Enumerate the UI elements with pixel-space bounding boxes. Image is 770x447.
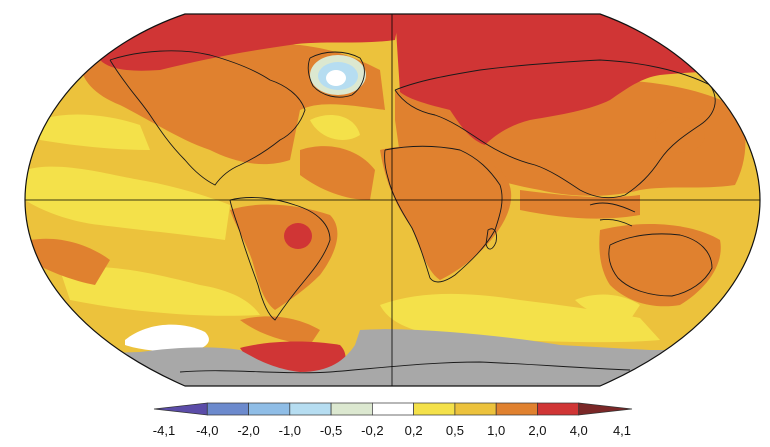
anomaly-region-neutral <box>125 324 209 352</box>
graticule <box>25 14 760 386</box>
color-legend: -4,1 -4,0 -2,0 -1,0 -0,5 -0,2 0,2 0,5 1,0 2,0 4,0 4… <box>152 402 634 442</box>
legend-swatch <box>372 402 414 416</box>
coastlines <box>109 50 716 374</box>
legend-tick-label: 0,2 <box>405 423 423 438</box>
legend-tick-label: 0,5 <box>446 423 464 438</box>
coastline-madagascar <box>485 228 497 250</box>
map-canvas <box>24 13 761 387</box>
anomaly-region-low <box>575 294 640 320</box>
legend-tick-label: 2,0 <box>528 423 546 438</box>
anomaly-region-neutral <box>326 70 346 86</box>
legend-bar: -4,1 -4,0 -2,0 -1,0 -0,5 -0,2 0,2 0,5 1,0 2,0 4,0 4… <box>153 402 633 438</box>
anomaly-region-low <box>380 293 660 343</box>
legend-swatch <box>248 402 291 416</box>
coastline-north-america <box>109 50 306 186</box>
anomaly-region-mid <box>240 316 320 345</box>
coastline-greenland <box>307 51 365 98</box>
anomaly-region-low <box>60 266 260 316</box>
legend-swatch <box>537 402 580 416</box>
anomaly-region-mid <box>599 224 721 307</box>
coastline-europe-asia <box>394 59 716 199</box>
anomaly-region-high <box>100 14 400 71</box>
anomaly-region-mid <box>300 146 375 200</box>
legend-tick-label: -4,0 <box>196 423 218 438</box>
anomaly-region-low <box>25 166 230 240</box>
map-layers <box>25 14 760 386</box>
legend-tick-label: -0,5 <box>320 423 342 438</box>
coastline-australia <box>608 233 713 297</box>
coastline-south-america <box>229 197 331 321</box>
legend-swatch <box>413 402 456 416</box>
anomaly-region-mid <box>30 238 110 285</box>
anomaly-region-mid <box>655 117 705 153</box>
anomaly-region-high <box>395 14 745 145</box>
anomaly-region-mid <box>380 146 512 280</box>
legend-tick-label: 4,0 <box>570 423 588 438</box>
anomaly-region-mid <box>520 190 640 219</box>
legend-swatch <box>330 402 373 416</box>
legend-tick-label: 1,0 <box>487 423 505 438</box>
legend-swatch <box>153 402 208 416</box>
legend-tick-label: 4,1 <box>613 423 631 438</box>
anomaly-region-high <box>284 223 312 249</box>
legend-tick-label: -2,0 <box>237 423 259 438</box>
anomaly-region-low <box>310 115 360 140</box>
coastline-africa <box>384 145 503 283</box>
legend-swatch <box>454 402 497 416</box>
anomaly-region-low <box>40 114 150 150</box>
legend-swatch <box>578 402 633 416</box>
temperature-anomaly-map <box>24 13 761 387</box>
coastline-antarctica <box>179 361 631 374</box>
legend-tick-label: -4,1 <box>153 423 175 438</box>
legend-swatch <box>495 402 538 416</box>
coastline-indonesia <box>589 202 636 227</box>
legend-swatch <box>206 402 249 416</box>
legend-swatch <box>289 402 332 416</box>
legend-tick-label: -0,2 <box>361 423 383 438</box>
legend-tick-label: -1,0 <box>279 423 301 438</box>
no-data-region <box>50 329 720 386</box>
